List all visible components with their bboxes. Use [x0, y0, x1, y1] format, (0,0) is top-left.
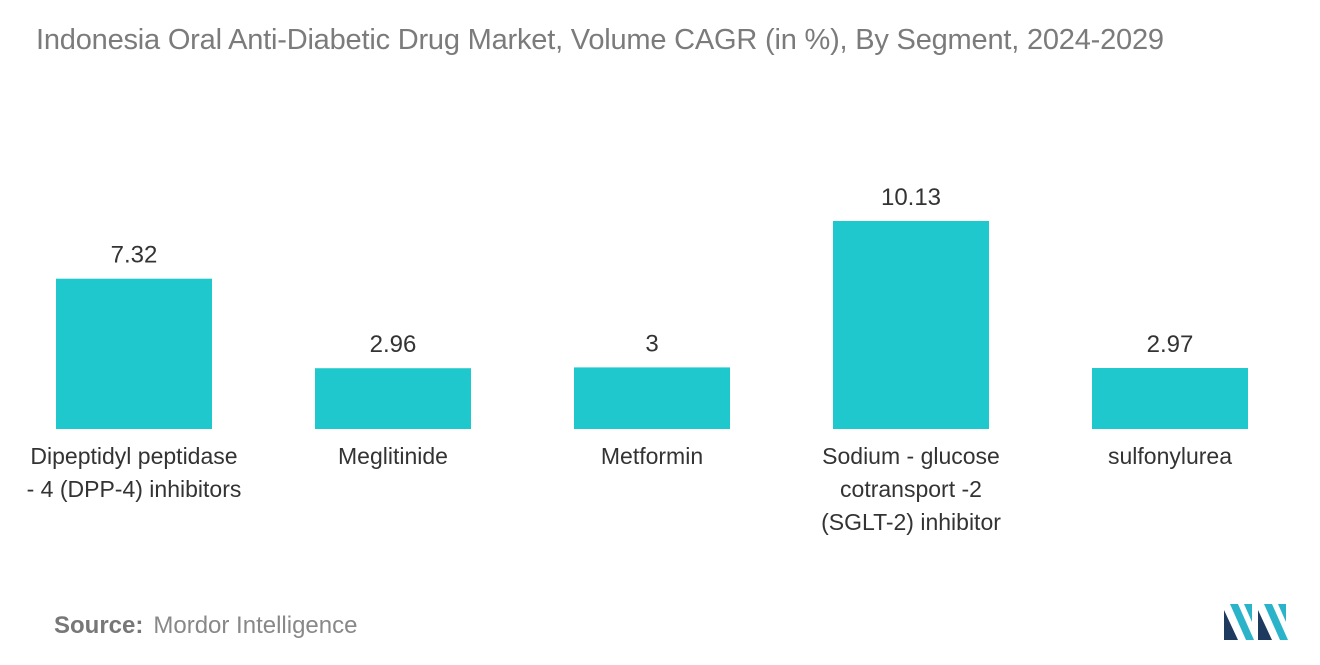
category-label: Sodium - glucose [822, 443, 1000, 469]
category-label: - 4 (DPP-4) inhibitors [27, 476, 242, 502]
bar-chart: 7.32 Dipeptidyl peptidase - 4 (DPP-4) inhi… [27, 184, 1248, 535]
bar-3 [833, 221, 989, 429]
bar-1 [315, 368, 471, 429]
bar-value-label: 7.32 [111, 242, 158, 269]
mordor-intelligence-logo-icon [1224, 604, 1288, 640]
bar-value-label: 2.96 [370, 331, 417, 358]
category-label: Dipeptidyl peptidase [30, 443, 237, 469]
source-note: Source: Mordor Intelligence [54, 612, 357, 640]
source-label: Source: [54, 612, 144, 639]
bar-0 [56, 278, 212, 429]
category-label: cotransport -2 [840, 476, 982, 502]
bar-4 [1092, 368, 1248, 429]
bar-2 [574, 367, 730, 429]
chart-title: Indonesia Oral Anti-Diabetic Drug Market… [36, 24, 1164, 56]
source-text: Mordor Intelligence [153, 612, 358, 639]
category-label: Meglitinide [338, 443, 448, 469]
category-label: sulfonylurea [1108, 443, 1232, 469]
bar-value-label: 10.13 [881, 184, 941, 211]
bar-value-label: 3 [645, 330, 658, 357]
category-label: Metformin [601, 443, 703, 469]
bar-value-label: 2.97 [1147, 331, 1194, 358]
category-label: (SGLT-2) inhibitor [821, 509, 1001, 535]
